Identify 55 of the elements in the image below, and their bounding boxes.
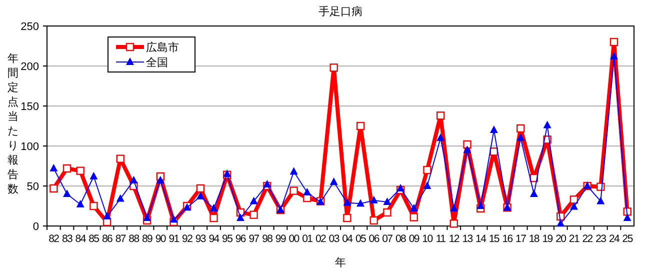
- legend-label: 全国: [146, 57, 168, 69]
- x-tick-label: 16: [502, 233, 514, 245]
- x-tick-label: 20: [556, 233, 567, 245]
- x-tick-label: 01: [302, 233, 314, 245]
- x-tick-label: 13: [462, 233, 474, 245]
- y-tick-label: 50: [26, 181, 39, 193]
- x-tick-label: 22: [582, 233, 594, 245]
- x-tick-label: 24: [608, 233, 620, 245]
- y-tick-label: 200: [20, 61, 39, 73]
- x-tick-label: 09: [408, 233, 420, 245]
- x-tick-label: 02: [315, 233, 326, 245]
- x-tick-label: 00: [288, 233, 300, 245]
- x-tick-label: 19: [542, 233, 554, 245]
- x-tick-label: 86: [102, 233, 114, 245]
- x-tick-label: 89: [142, 233, 154, 245]
- x-tick-label: 83: [62, 233, 74, 245]
- y-tick-label: 0: [32, 221, 39, 233]
- x-tick-label: 88: [128, 233, 140, 245]
- x-axis-title: 年: [335, 257, 346, 269]
- y-tick-label: 150: [20, 101, 39, 113]
- legend-label: 広島市: [146, 41, 179, 54]
- x-tick-label: 98: [262, 233, 274, 245]
- text: 年間定点当たり報告数: [8, 53, 18, 196]
- x-tick-label: 87: [115, 233, 126, 245]
- x-tick-label: 91: [168, 233, 180, 245]
- x-tick-label: 21: [568, 233, 580, 245]
- x-tick-label: 95: [222, 233, 234, 245]
- x-tick-label: 93: [195, 233, 206, 245]
- x-tick-label: 04: [342, 233, 354, 245]
- x-tick-label: 18: [528, 233, 540, 245]
- x-tick-label: 99: [275, 233, 286, 245]
- x-tick-label: 03: [328, 233, 340, 245]
- x-tick-label: 12: [448, 233, 460, 245]
- x-tick-label: 11: [436, 233, 446, 245]
- x-tick-label: 08: [395, 233, 407, 245]
- y-tick-label: 100: [20, 141, 39, 153]
- x-tick-label: 92: [182, 233, 194, 245]
- x-tick-label: 25: [622, 233, 634, 245]
- x-tick-label: 97: [248, 233, 260, 245]
- x-tick-label: 10: [422, 233, 434, 245]
- chart-title: 手足口病: [318, 5, 362, 18]
- x-tick-label: 23: [596, 233, 607, 245]
- x-tick-label: 85: [88, 233, 100, 245]
- x-tick-label: 82: [48, 233, 60, 245]
- y-tick-label: 250: [20, 21, 39, 33]
- x-tick-label: 07: [382, 233, 394, 245]
- x-tick-label: 14: [476, 233, 487, 245]
- x-tick-label: 96: [235, 233, 246, 245]
- x-tick-label: 84: [75, 233, 86, 245]
- x-tick-label: 05: [355, 233, 367, 245]
- x-tick-label: 06: [368, 233, 380, 245]
- x-tick-label: 94: [208, 233, 220, 245]
- x-tick-label: 15: [488, 233, 500, 245]
- x-tick-label: 17: [516, 233, 527, 245]
- x-tick-label: 90: [155, 233, 166, 245]
